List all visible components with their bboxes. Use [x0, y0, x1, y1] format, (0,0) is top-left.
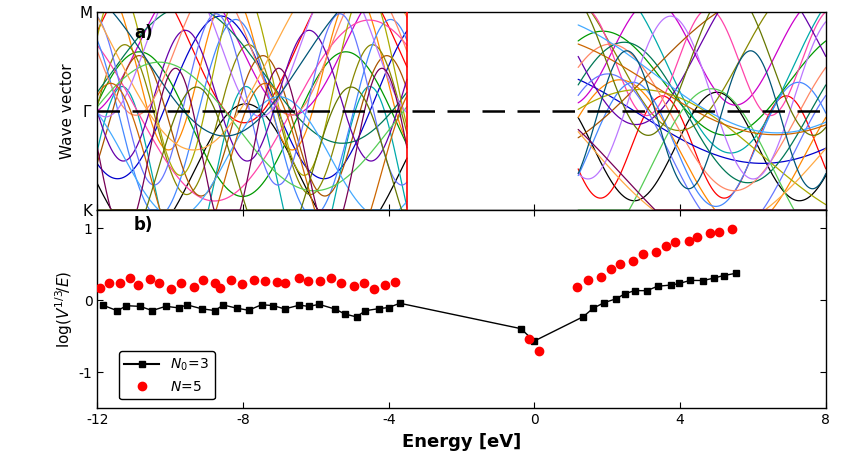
Legend: $N_0\!=\!3$, $N\!=\!5$: $N_0\!=\!3$, $N\!=\!5$ — [119, 351, 215, 399]
Text: b): b) — [134, 216, 153, 234]
Y-axis label: Wave vector: Wave vector — [60, 63, 75, 159]
Text: a): a) — [134, 24, 152, 42]
Y-axis label: $\log(V^{1/3}\!/E)$: $\log(V^{1/3}\!/E)$ — [53, 270, 75, 348]
X-axis label: Energy [eV]: Energy [eV] — [402, 433, 521, 451]
